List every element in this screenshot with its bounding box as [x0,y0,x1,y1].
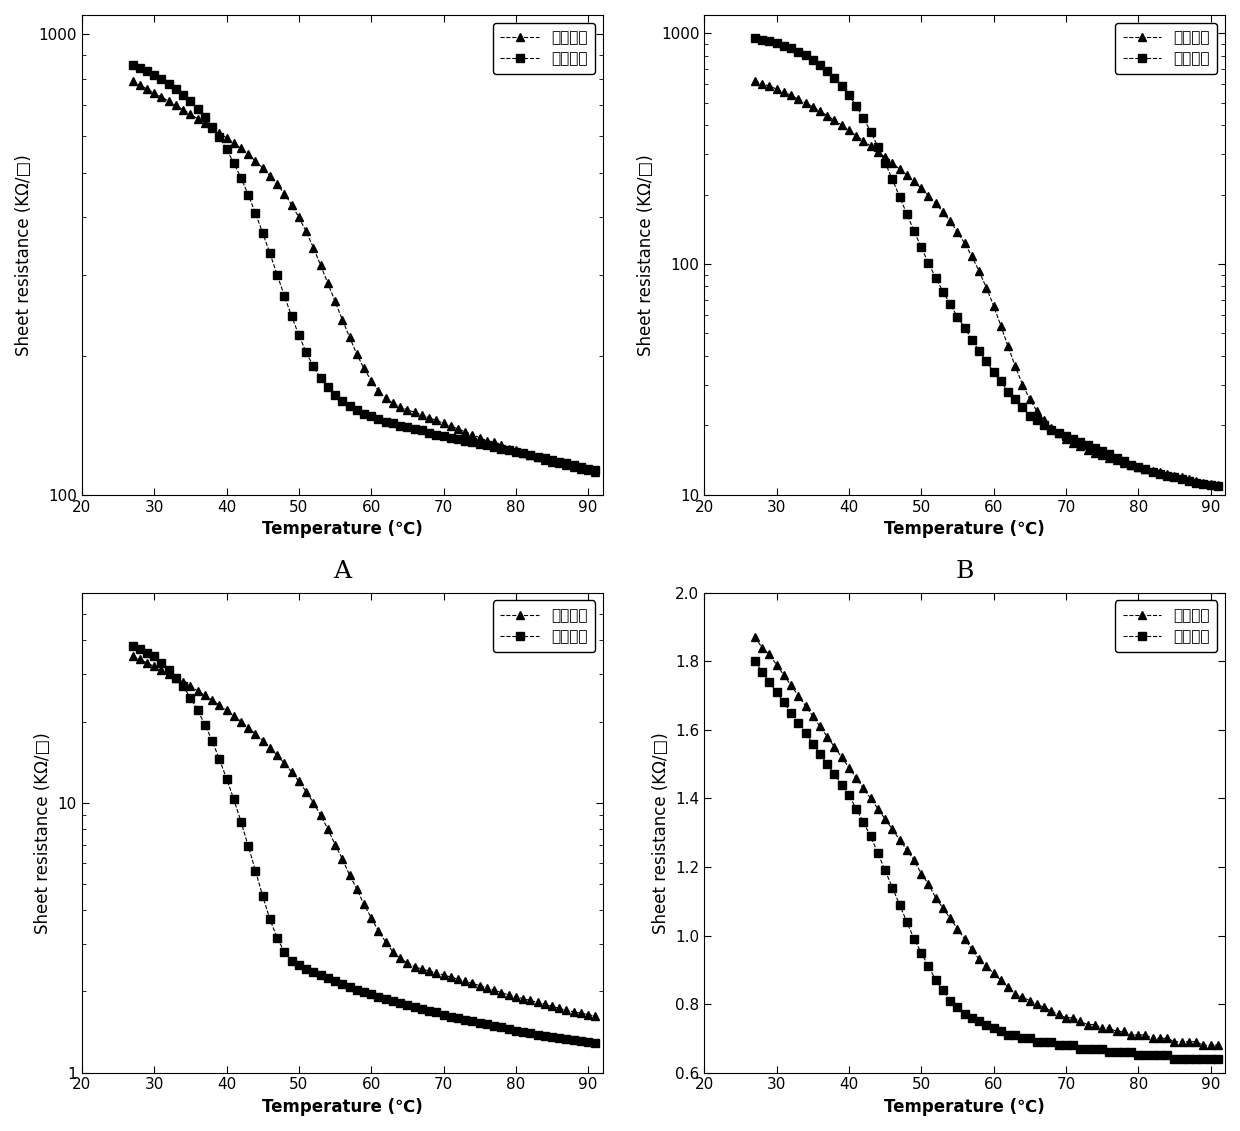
升温曲线 [233,715,248,728]
升温曲线 [588,465,603,478]
Legend: 升温曲线, 降温曲线: 升温曲线, 降温曲线 [492,601,595,651]
升温曲线 [885,822,900,836]
降温曲线 [574,460,589,474]
升温曲线 [1195,476,1210,490]
降温曲线 [1195,477,1210,491]
升温曲线 [125,75,140,88]
降温曲线 [856,111,870,124]
降温曲线 [125,59,140,72]
升温曲线 [320,822,335,836]
降温曲线 [125,639,140,653]
升温曲线 [942,912,957,925]
Y-axis label: Sheet resistance (KΩ/□): Sheet resistance (KΩ/□) [15,154,33,356]
降温曲线 [263,913,278,926]
升温曲线 [1210,478,1225,492]
降温曲线 [320,381,335,395]
X-axis label: Temperature (℃): Temperature (℃) [262,1098,423,1116]
升温曲线 [1210,1038,1225,1052]
降温曲线 [1210,1052,1225,1065]
降温曲线 [363,409,378,423]
升温曲线 [574,1007,589,1020]
Line: 升温曲线: 升温曲线 [129,651,600,1020]
Text: A: A [334,560,351,584]
Legend: 升温曲线, 降温曲线: 升温曲线, 降温曲线 [1115,601,1218,651]
升温曲线 [523,448,538,461]
Legend: 升温曲线, 降温曲线: 升温曲线, 降温曲线 [492,23,595,74]
降温曲线 [233,171,248,184]
升温曲线 [320,276,335,290]
降温曲线 [748,32,763,45]
升温曲线 [986,966,1001,979]
升温曲线 [263,169,278,182]
升温曲线 [1146,1031,1161,1045]
Line: 降温曲线: 降温曲线 [750,657,1221,1063]
降温曲线 [523,1026,538,1039]
升温曲线 [125,649,140,663]
Line: 升温曲线: 升温曲线 [129,77,600,476]
降温曲线 [523,448,538,461]
降温曲线 [588,1036,603,1050]
升温曲线 [986,299,1001,312]
降温曲线 [1146,1048,1161,1062]
X-axis label: Temperature (℃): Temperature (℃) [262,520,423,538]
降温曲线 [748,655,763,668]
升温曲线 [885,156,900,170]
降温曲线 [320,972,335,985]
X-axis label: Temperature (℃): Temperature (℃) [884,1098,1045,1116]
升温曲线 [748,75,763,88]
Y-axis label: Sheet resistance (KΩ/□): Sheet resistance (KΩ/□) [637,154,656,356]
降温曲线 [942,297,957,311]
降温曲线 [885,881,900,895]
降温曲线 [263,247,278,260]
升温曲线 [263,741,278,754]
Y-axis label: Sheet resistance (KΩ/□): Sheet resistance (KΩ/□) [651,732,670,933]
Legend: 升温曲线, 降温曲线: 升温曲线, 降温曲线 [1115,23,1218,74]
升温曲线 [363,373,378,387]
降温曲线 [986,1021,1001,1035]
升温曲线 [1195,1038,1210,1052]
降温曲线 [1210,480,1225,493]
Line: 升温曲线: 升温曲线 [750,633,1221,1050]
Text: B: B [956,560,973,584]
升温曲线 [233,141,248,155]
升温曲线 [856,782,870,795]
Line: 降温曲线: 降温曲线 [129,61,600,475]
降温曲线 [574,1034,589,1047]
Line: 升温曲线: 升温曲线 [750,77,1221,490]
X-axis label: Temperature (℃): Temperature (℃) [884,520,1045,538]
升温曲线 [363,910,378,924]
Y-axis label: Sheet resistance (KΩ/□): Sheet resistance (KΩ/□) [35,732,52,933]
降温曲线 [1167,1052,1182,1065]
降温曲线 [885,172,900,185]
升温曲线 [942,215,957,228]
Line: 降温曲线: 降温曲线 [129,642,600,1047]
降温曲线 [233,815,248,829]
升温曲线 [1189,1035,1204,1048]
降温曲线 [588,464,603,477]
升温曲线 [588,1009,603,1022]
Line: 降温曲线: 降温曲线 [750,34,1221,491]
升温曲线 [523,994,538,1008]
降温曲线 [942,994,957,1008]
升温曲线 [856,133,870,147]
升温曲线 [1146,464,1161,477]
降温曲线 [1146,465,1161,478]
降温曲线 [986,365,1001,379]
升温曲线 [574,461,589,475]
降温曲线 [363,987,378,1001]
降温曲线 [856,815,870,829]
升温曲线 [748,631,763,645]
降温曲线 [1195,1052,1210,1065]
